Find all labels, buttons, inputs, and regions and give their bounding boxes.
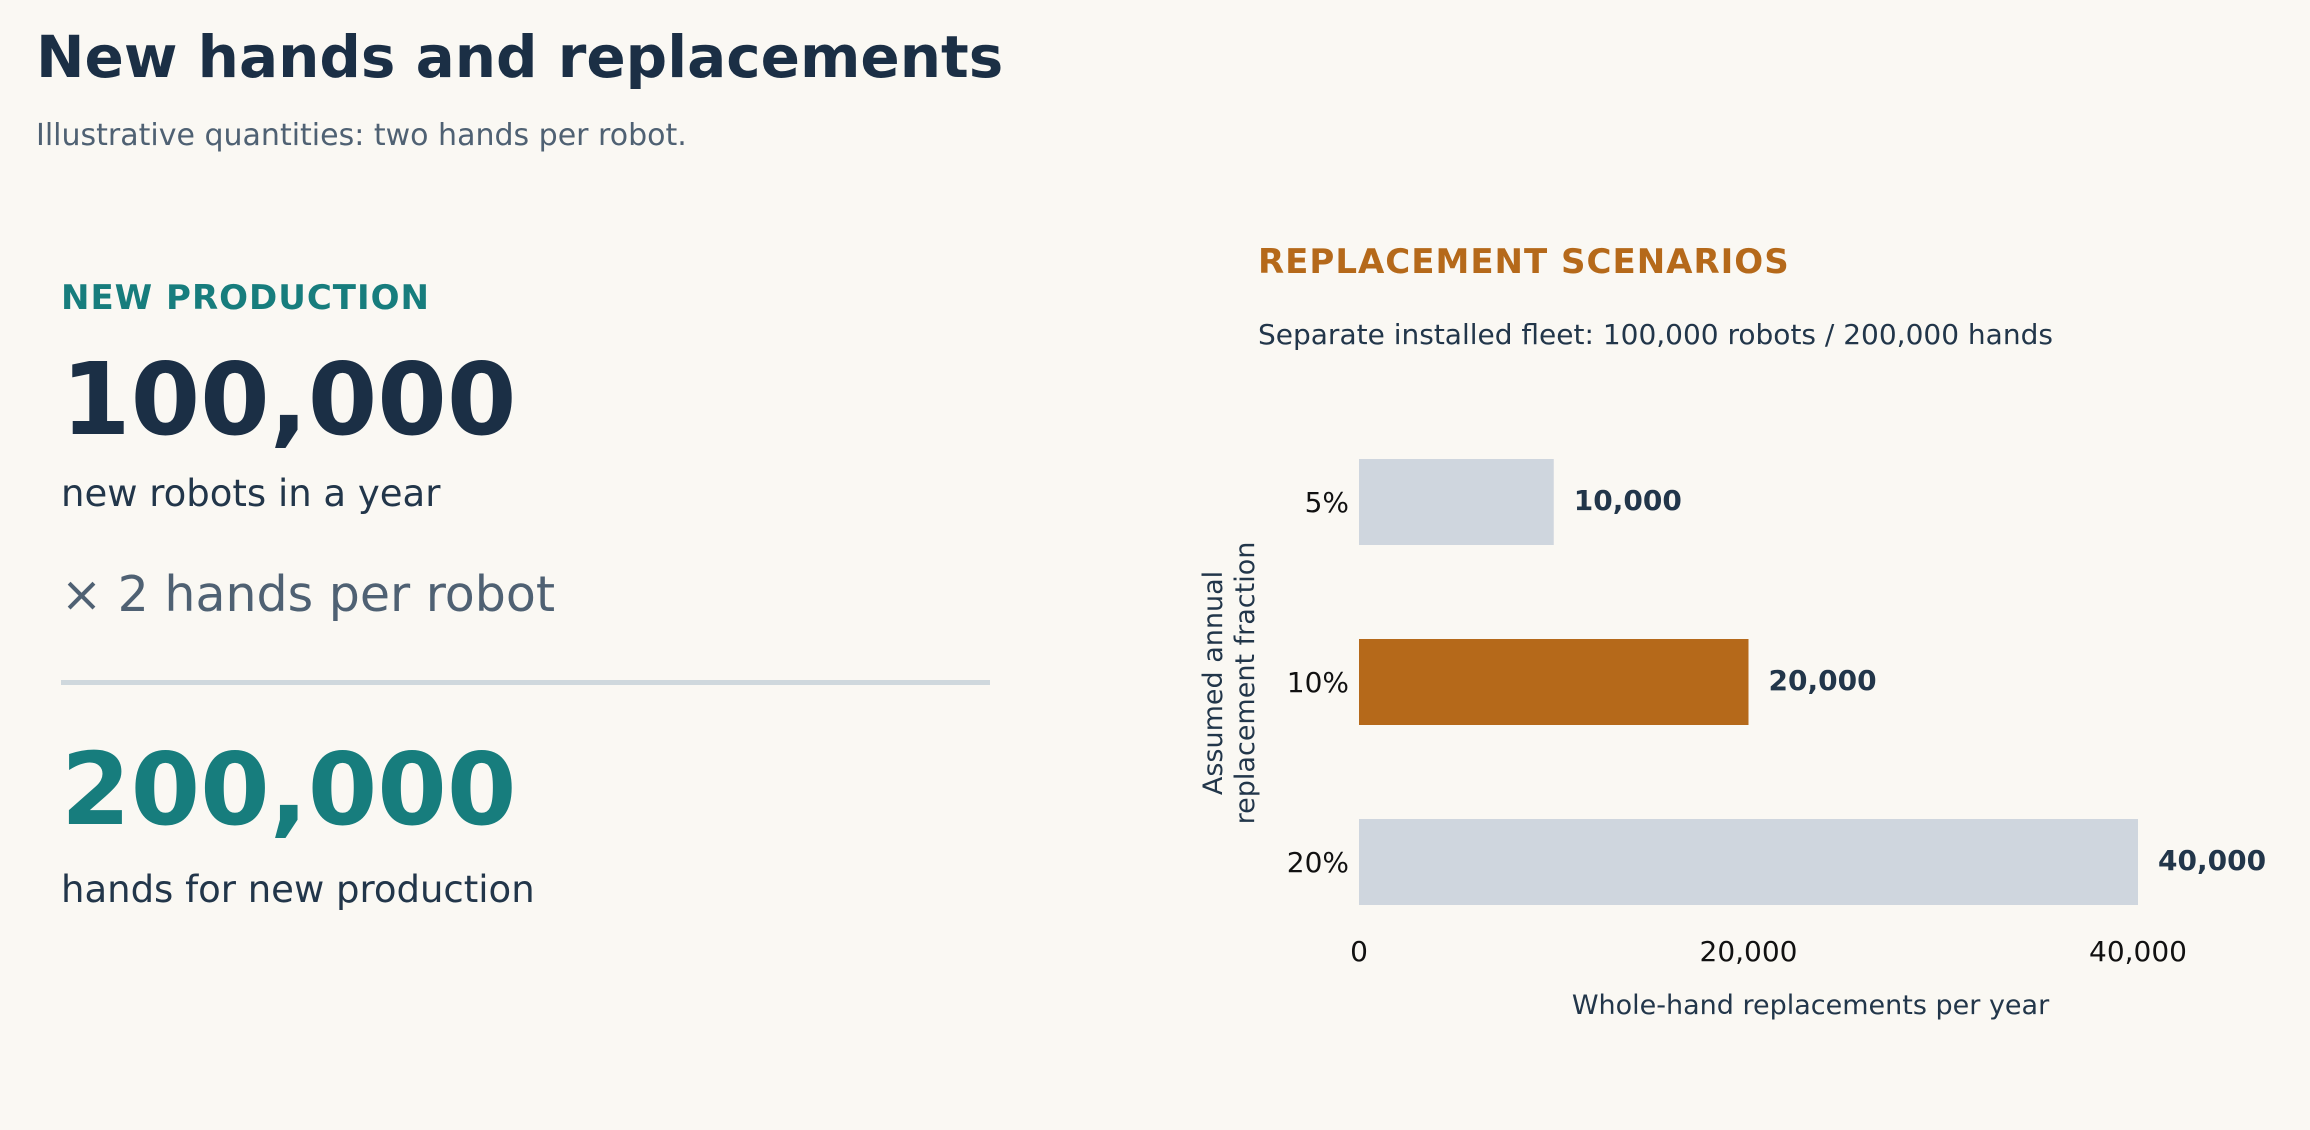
data-label: 20,000 [1769,664,1877,697]
page-title: New hands and replacements [36,23,1004,91]
x-tick-label: 0 [1350,935,1368,968]
hands-per-robot-multiplier: × 2 hands per robot [61,566,556,623]
divider [61,680,990,685]
y-axis-label-line: Assumed annual [1198,571,1229,795]
data-label: 40,000 [2158,844,2266,877]
new-hands-value: 200,000 [61,731,517,848]
bar-20pct [1359,819,2138,905]
bar-10pct [1359,639,1749,725]
replacement-heading: REPLACEMENT SCENARIOS [1258,242,1790,282]
x-tick-label: 20,000 [1700,935,1798,968]
new-production-heading: NEW PRODUCTION [61,278,431,318]
new-robots-caption: new robots in a year [61,472,441,515]
new-robots-value: 100,000 [61,341,517,458]
y-tick-label: 20% [1287,846,1349,879]
y-axis-label: Assumed annualreplacement fraction [1198,542,1261,825]
data-label: 10,000 [1574,484,1682,517]
y-tick-label: 5% [1305,486,1349,519]
bar-5pct [1359,459,1554,545]
installed-fleet-note: Separate installed fleet: 100,000 robots… [1258,318,2053,351]
x-tick-label: 40,000 [2089,935,2187,968]
y-tick-label: 10% [1287,666,1349,699]
y-axis-label-line: replacement fraction [1230,542,1261,825]
new-hands-caption: hands for new production [61,868,535,911]
x-axis-label: Whole-hand replacements per year [1572,990,2050,1021]
new-production-panel: NEW PRODUCTION 100,000 new robots in a y… [61,0,991,1130]
page-subtitle: Illustrative quantities: two hands per r… [36,118,687,153]
